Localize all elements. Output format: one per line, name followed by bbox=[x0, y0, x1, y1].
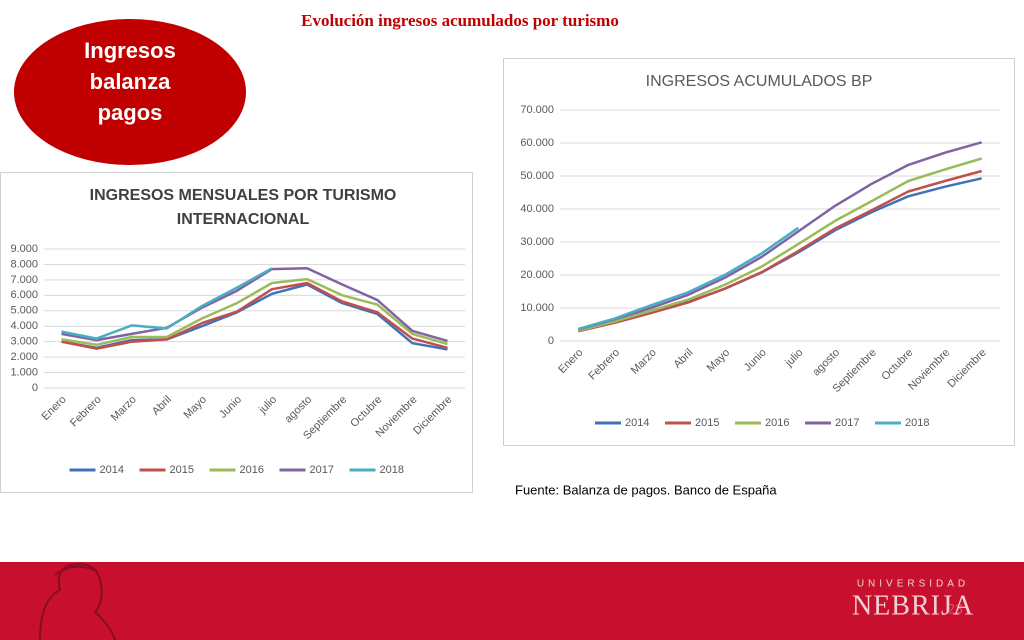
page-number: 23 bbox=[947, 601, 963, 617]
y-tick-label: 0 bbox=[548, 335, 554, 347]
badge-text: pagos bbox=[98, 100, 163, 125]
legend-label: 2018 bbox=[905, 417, 929, 429]
brand: NEBRIJA bbox=[852, 590, 974, 621]
legend-label: 2014 bbox=[625, 417, 649, 429]
university: UNIVERSIDAD bbox=[857, 579, 969, 590]
legend-label: 2016 bbox=[765, 417, 789, 429]
legend-label: 2015 bbox=[170, 464, 194, 476]
heading: Evolución ingresos acumulados por turism… bbox=[301, 11, 619, 30]
chart-title: INGRESOS MENSUALES POR TURISMO bbox=[90, 187, 397, 204]
chart-frame bbox=[0, 172, 473, 493]
series-line bbox=[577, 226, 800, 331]
chart-title: INTERNACIONAL bbox=[177, 211, 310, 228]
legend-label: 2017 bbox=[835, 417, 859, 429]
series-line bbox=[578, 169, 983, 333]
badge bbox=[14, 19, 246, 165]
source: Fuente: Balanza de pagos. Banco de Españ… bbox=[515, 482, 777, 497]
series-line bbox=[577, 157, 983, 332]
y-tick-label: 6.000 bbox=[10, 289, 38, 301]
y-tick-label: 7.000 bbox=[10, 274, 38, 286]
legend-label: 2018 bbox=[380, 464, 404, 476]
series-line bbox=[61, 267, 273, 340]
y-tick-label: 1.000 bbox=[10, 366, 38, 378]
chart-frame bbox=[503, 58, 1015, 446]
series-line bbox=[61, 267, 448, 343]
y-tick-label: 50.000 bbox=[520, 170, 554, 182]
y-tick-label: 10.000 bbox=[520, 302, 554, 314]
y-tick-label: 2.000 bbox=[10, 351, 38, 363]
legend-label: 2014 bbox=[100, 464, 124, 476]
y-tick-label: 0 bbox=[32, 382, 38, 394]
legend-label: 2017 bbox=[310, 464, 334, 476]
y-tick-label: 70.000 bbox=[520, 104, 554, 116]
badge-text: balanza bbox=[90, 69, 171, 94]
y-tick-label: 20.000 bbox=[520, 269, 554, 281]
y-tick-label: 40.000 bbox=[520, 203, 554, 215]
legend-label: 2016 bbox=[240, 464, 264, 476]
y-tick-label: 8.000 bbox=[10, 258, 38, 270]
y-tick-label: 3.000 bbox=[10, 336, 38, 348]
chart-title: INGRESOS ACUMULADOS BP bbox=[646, 73, 873, 90]
y-tick-label: 60.000 bbox=[520, 137, 554, 149]
y-tick-label: 4.000 bbox=[10, 320, 38, 332]
series-line bbox=[61, 283, 448, 351]
legend-label: 2015 bbox=[695, 417, 719, 429]
series-line bbox=[577, 141, 983, 331]
series-line bbox=[61, 277, 448, 347]
badge-text: Ingresos bbox=[84, 38, 176, 63]
y-tick-label: 9.000 bbox=[10, 243, 38, 255]
series-line bbox=[61, 281, 448, 350]
portrait-icon bbox=[39, 563, 116, 640]
y-tick-label: 5.000 bbox=[10, 305, 38, 317]
footer bbox=[0, 562, 1024, 640]
y-tick-label: 30.000 bbox=[520, 236, 554, 248]
